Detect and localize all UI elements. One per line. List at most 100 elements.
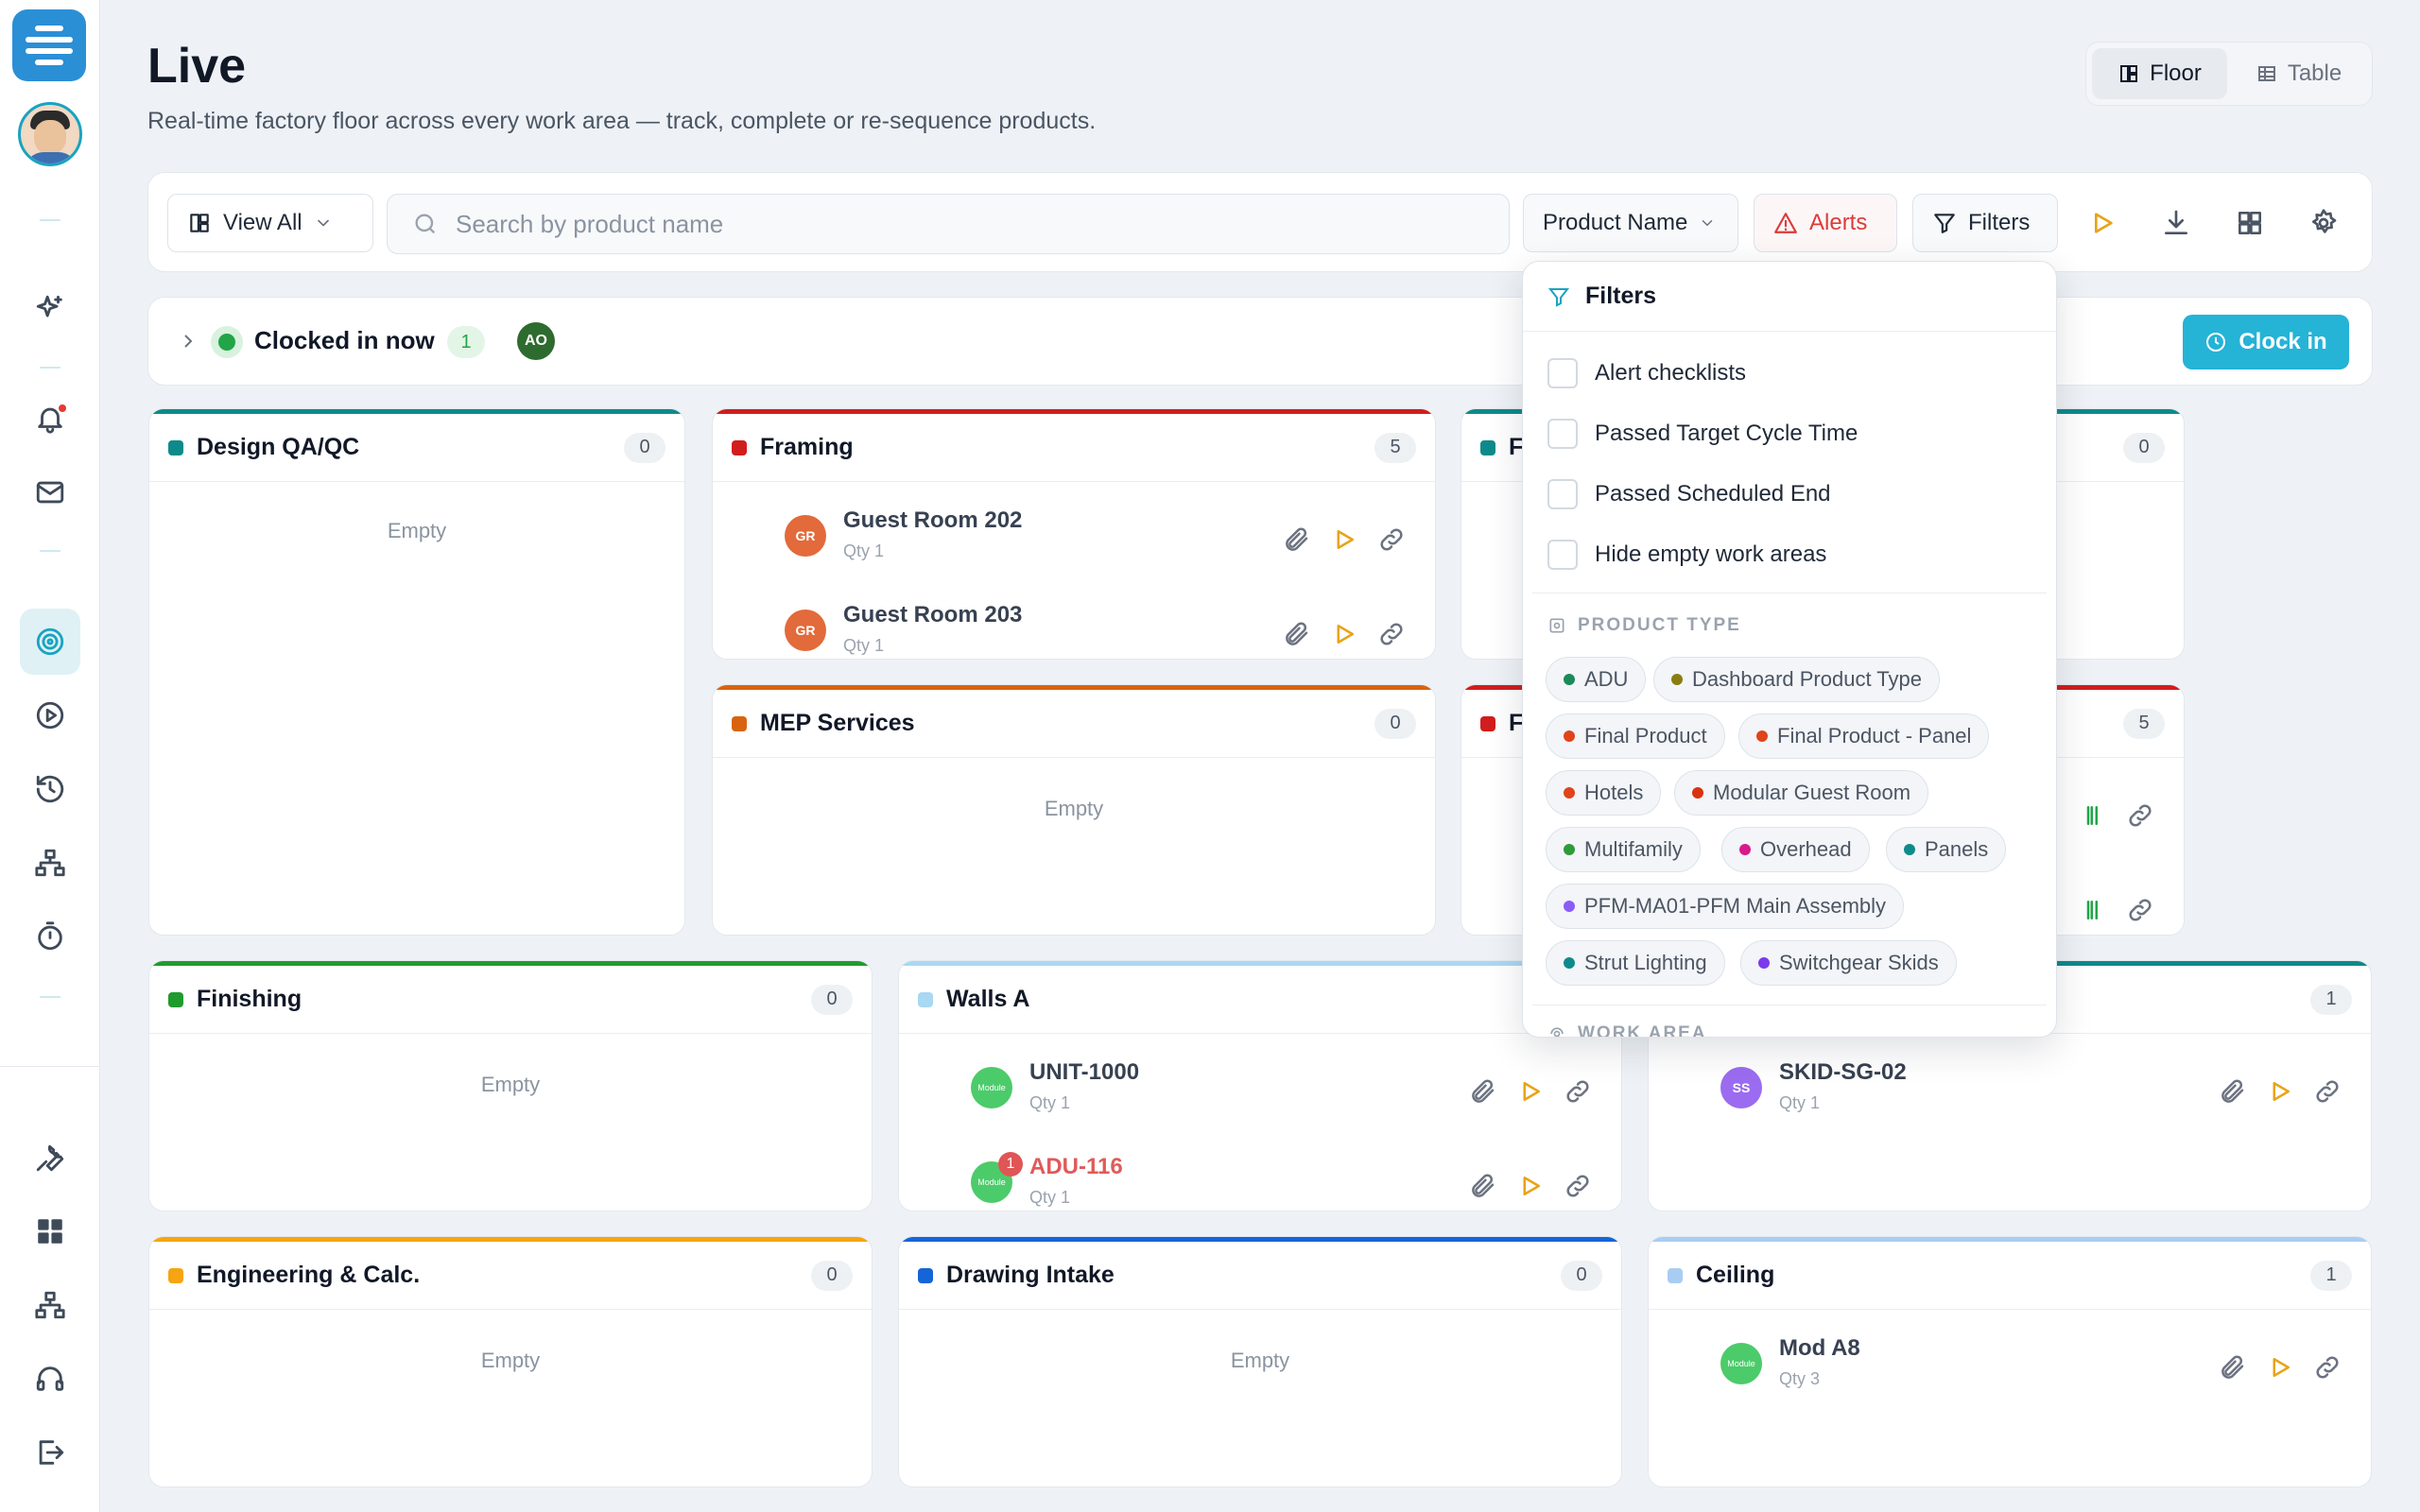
list-item[interactable]: Module UNIT-1000 Qty 1	[899, 1048, 1621, 1133]
list-item[interactable]	[1461, 772, 2184, 857]
view-all-dropdown[interactable]: View All	[167, 194, 373, 252]
sort-field-label: Product Name	[1543, 210, 1688, 235]
product-type-chip[interactable]: ADU	[1546, 657, 1647, 702]
card-count: 1	[2310, 1260, 2352, 1291]
card-header[interactable]: Drawing Intake 0	[899, 1242, 1621, 1310]
paperclip-icon[interactable]	[1282, 524, 1312, 555]
link-icon[interactable]	[1563, 1171, 1593, 1201]
play-icon[interactable]	[2265, 1076, 2295, 1107]
list-item[interactable]: SS SKID-SG-02 Qty 1	[1649, 1048, 2371, 1133]
chip-color-dot	[1564, 957, 1575, 969]
paperclip-icon[interactable]	[1468, 1076, 1498, 1107]
checkbox[interactable]	[1547, 358, 1578, 388]
card-color-dot	[168, 439, 183, 455]
floor-view-button[interactable]: Floor	[2092, 48, 2227, 99]
support-icon[interactable]	[26, 1355, 74, 1402]
product-type-chip[interactable]: Final Product - Panel	[1738, 713, 1990, 759]
table-view-button[interactable]: Table	[2231, 48, 2366, 99]
paperclip-icon[interactable]	[2218, 1352, 2248, 1383]
filter-checkbox[interactable]: Hide empty work areas	[1547, 540, 1826, 570]
card-color-dot	[168, 991, 183, 1007]
link-icon[interactable]	[1563, 1076, 1593, 1107]
card-header[interactable]: Finishing 0	[149, 966, 872, 1034]
paperclip-icon[interactable]	[1468, 1171, 1498, 1201]
link-icon[interactable]	[1376, 524, 1407, 555]
work-area-card: MEP Services 0 Empty	[712, 684, 1436, 936]
wrench-icon[interactable]	[26, 1134, 74, 1181]
target-icon[interactable]	[20, 609, 80, 675]
clock-in-button[interactable]: Clock in	[2183, 315, 2349, 369]
org-chart-icon[interactable]	[26, 839, 74, 886]
card-header[interactable]: Design QA/QC 0	[149, 414, 684, 482]
product-type-chip[interactable]: Switchgear Skids	[1740, 940, 1957, 986]
chip-color-dot	[1564, 901, 1575, 912]
link-icon[interactable]	[2312, 1076, 2342, 1107]
product-type-chip[interactable]: Multifamily	[1546, 827, 1701, 872]
pause-icon[interactable]	[2078, 895, 2108, 925]
card-header[interactable]: Walls A	[899, 966, 1621, 1034]
link-icon[interactable]	[1376, 619, 1407, 649]
card-header[interactable]: Framing 5	[713, 414, 1435, 482]
bell-icon[interactable]	[26, 395, 74, 442]
list-item[interactable]: Module 1 ADU-116 Qty 1	[899, 1143, 1621, 1211]
play-icon[interactable]	[2081, 201, 2124, 245]
filter-checkbox[interactable]: Passed Target Cycle Time	[1547, 419, 1858, 449]
item-qty: Qty 1	[843, 636, 885, 655]
download-icon[interactable]	[2154, 201, 2198, 245]
product-type-chip[interactable]: Panels	[1886, 827, 2007, 872]
mail-icon[interactable]	[26, 469, 74, 516]
play-icon[interactable]	[1515, 1076, 1546, 1107]
link-icon[interactable]	[2125, 895, 2155, 925]
chevron-right-icon[interactable]	[177, 330, 199, 352]
list-item[interactable]: Module Mod A8 Qty 3	[1649, 1324, 2371, 1409]
link-icon[interactable]	[2125, 800, 2155, 831]
product-type-chip[interactable]: Modular Guest Room	[1674, 770, 1929, 816]
filters-button[interactable]: Filters	[1912, 194, 2058, 252]
gear-icon[interactable]	[2302, 201, 2345, 245]
search-input[interactable]	[456, 209, 1401, 239]
list-item[interactable]: GR Guest Room 203 Qty 1	[713, 591, 1435, 659]
paperclip-icon[interactable]	[1282, 619, 1312, 649]
product-type-chip[interactable]: Hotels	[1546, 770, 1662, 816]
history-icon[interactable]	[26, 765, 74, 813]
app-logo[interactable]	[12, 9, 86, 81]
play-icon[interactable]	[1329, 619, 1359, 649]
sparkle-icon[interactable]	[26, 285, 74, 333]
list-item[interactable]	[1461, 867, 2184, 935]
card-accent	[713, 685, 1435, 690]
grid-icon[interactable]	[2228, 201, 2272, 245]
paperclip-icon[interactable]	[2218, 1076, 2248, 1107]
product-type-chip[interactable]: Strut Lighting	[1546, 940, 1725, 986]
link-icon[interactable]	[2312, 1352, 2342, 1383]
card-header[interactable]: Engineering & Calc. 0	[149, 1242, 872, 1310]
status-dot-icon	[211, 326, 243, 358]
play-icon[interactable]	[1515, 1171, 1546, 1201]
product-type-chip[interactable]: Final Product	[1546, 713, 1725, 759]
play-icon[interactable]	[1329, 524, 1359, 555]
checkbox[interactable]	[1547, 479, 1578, 509]
play-icon[interactable]	[2265, 1352, 2295, 1383]
hierarchy-icon[interactable]	[26, 1281, 74, 1329]
checkbox[interactable]	[1547, 540, 1578, 570]
card-accent	[149, 961, 872, 966]
product-type-chip[interactable]: Dashboard Product Type	[1653, 657, 1940, 702]
product-type-chip[interactable]: PFM-MA01-PFM Main Assembly	[1546, 884, 1905, 929]
worker-avatar[interactable]: AO	[517, 322, 555, 360]
work-area-card: Ceiling 1 Module Mod A8 Qty 3	[1648, 1236, 2372, 1487]
product-type-chip[interactable]: Overhead	[1721, 827, 1870, 872]
sort-field-dropdown[interactable]: Product Name	[1523, 194, 1738, 252]
play-circle-icon[interactable]	[26, 692, 74, 739]
checkbox[interactable]	[1547, 419, 1578, 449]
filter-checkbox[interactable]: Alert checklists	[1547, 358, 1746, 388]
card-header[interactable]: Ceiling 1	[1649, 1242, 2371, 1310]
user-avatar[interactable]	[18, 102, 82, 166]
dashboard-icon[interactable]	[26, 1208, 74, 1255]
filter-checkbox[interactable]: Passed Scheduled End	[1547, 479, 1831, 509]
logout-icon[interactable]	[26, 1429, 74, 1476]
pause-icon[interactable]	[2078, 800, 2108, 831]
alerts-button[interactable]: Alerts	[1754, 194, 1897, 252]
card-header[interactable]: MEP Services 0	[713, 690, 1435, 758]
item-name: SKID-SG-02	[1779, 1059, 1907, 1085]
stopwatch-icon[interactable]	[26, 913, 74, 960]
list-item[interactable]: GR Guest Room 202 Qty 1	[713, 496, 1435, 581]
